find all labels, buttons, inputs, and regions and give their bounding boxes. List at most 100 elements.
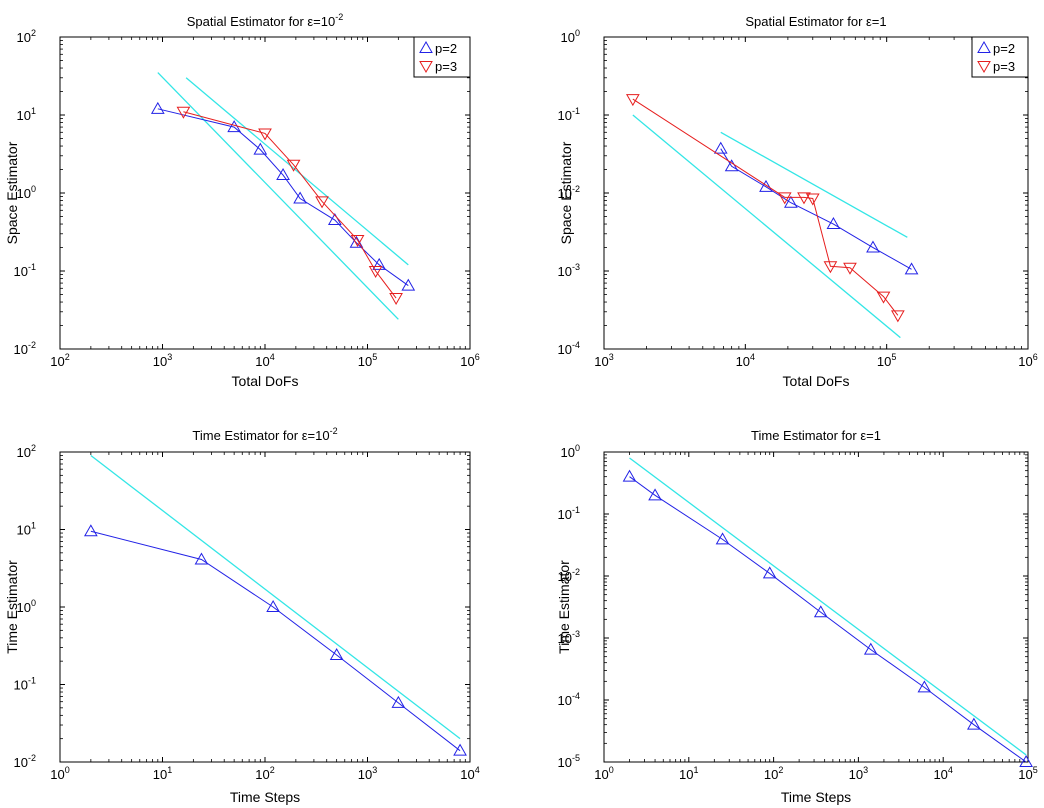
y-tick-label: 10-2 [14, 753, 36, 770]
data-point-marker [293, 191, 307, 204]
x-tick-label: 103 [358, 765, 377, 782]
legend-entry: p=2 [435, 41, 457, 56]
x-tick-label: 102 [255, 765, 274, 782]
x-tick-label: 104 [460, 765, 479, 782]
data-point-marker [401, 278, 416, 291]
panel-top-right: Spatial Estimator for ε=1 Total DoFs Spa… [558, 14, 887, 389]
y-tick-label: 10-4 [558, 340, 580, 357]
data-point-marker [863, 642, 878, 655]
x-tick-label: 106 [460, 352, 479, 369]
panel-bottom-right: Time Estimator for ε=1 Time Steps Time E… [556, 428, 881, 805]
y-tick-label: 101 [17, 106, 36, 123]
data-point-marker [1019, 754, 1033, 767]
title-bottom-right: Time Estimator for ε=1 [751, 428, 881, 443]
data-point-marker [266, 599, 280, 612]
x-tick-label: 104 [933, 765, 952, 782]
y-tick-label: 100 [17, 598, 36, 615]
y-tick-label: 10-5 [558, 753, 580, 770]
y-tick-label: 100 [17, 184, 36, 201]
data-point-marker [843, 262, 857, 275]
xlabel-top-right: Total DoFs [783, 373, 850, 389]
ylabel-top-left: Space Estimator [4, 141, 20, 244]
y-tick-label: 10-4 [558, 691, 580, 708]
data-point-marker [253, 142, 268, 155]
xlabel-bottom-left: Time Steps [230, 789, 300, 805]
y-tick-label: 100 [561, 28, 580, 45]
data-point-marker [762, 566, 777, 579]
plot-bottom-left: 100 101 102 103 104 10-2 10-1 100 101 102 [14, 443, 480, 782]
y-tick-label: 10-2 [558, 184, 580, 201]
y-tick-label: 10-1 [558, 106, 580, 123]
data-point-marker [759, 179, 773, 192]
x-tick-label: 106 [1018, 352, 1037, 369]
legend-marker [419, 61, 433, 74]
data-point-marker [784, 195, 798, 208]
data-point-marker [315, 196, 329, 209]
legend-box [971, 36, 1029, 78]
data-point-marker [876, 291, 891, 304]
legend-box [413, 36, 471, 78]
ylabel-bottom-right: Time Estimator [556, 560, 572, 654]
legend-entry: p=3 [993, 59, 1015, 74]
title-bottom-left: Time Estimator for ε=10-2 [192, 426, 337, 443]
data-point-marker [258, 128, 272, 141]
x-tick-label: 105 [877, 352, 896, 369]
data-point-marker [715, 532, 730, 545]
ylabel-bottom-left: Time Estimator [4, 560, 20, 654]
ylabel-top-right: Space Estimator [558, 141, 574, 244]
data-point-marker [648, 488, 662, 501]
data-point-marker [350, 234, 365, 247]
axes-box [59, 451, 471, 763]
data-point-marker [805, 193, 820, 206]
data-point-marker [904, 262, 919, 275]
y-tick-label: 10-1 [14, 676, 36, 693]
data-point-marker [176, 106, 191, 119]
x-tick-label: 103 [153, 352, 172, 369]
data-point-marker [622, 469, 637, 482]
y-tick-label: 10-2 [558, 567, 580, 584]
data-point-marker [150, 101, 165, 114]
reference-slope-line [185, 77, 409, 266]
data-point-marker [967, 717, 981, 730]
series-line-time [90, 530, 461, 752]
panel-top-left: Spatial Estimator for ε=10-2 Total DoFs … [4, 12, 343, 389]
y-tick-label: 10-1 [558, 505, 580, 522]
x-tick-label: 102 [50, 352, 69, 369]
legend-marker [977, 40, 991, 53]
reference-slope-line [632, 114, 901, 339]
x-tick-label: 105 [1018, 765, 1037, 782]
axes-box [59, 36, 471, 350]
data-point-marker [823, 261, 838, 274]
data-point-marker [327, 213, 342, 226]
series-line-p=2 [157, 108, 409, 286]
data-point-marker [286, 159, 301, 172]
data-point-marker [625, 94, 640, 107]
title-top-right: Spatial Estimator for ε=1 [745, 14, 886, 29]
data-point-marker [194, 552, 209, 565]
x-tick-label: 103 [594, 352, 613, 369]
y-tick-label: 102 [17, 28, 36, 45]
legend-entry: p=2 [993, 41, 1015, 56]
x-tick-label: 104 [736, 352, 755, 369]
data-point-marker [389, 293, 403, 306]
series-line-p=3 [183, 111, 397, 299]
legend: p=2p=3 [413, 36, 471, 78]
xlabel-top-left: Total DoFs [232, 373, 299, 389]
x-tick-label: 101 [153, 765, 172, 782]
x-tick-label: 105 [358, 352, 377, 369]
reference-slope-line [720, 131, 908, 238]
data-point-marker [917, 680, 932, 693]
legend-marker [977, 61, 991, 74]
axes-box [603, 451, 1029, 763]
y-tick-label: 101 [17, 521, 36, 538]
y-tick-label: 10-2 [14, 340, 36, 357]
xlabel-bottom-right: Time Steps [781, 789, 851, 805]
data-point-marker [276, 168, 290, 181]
data-point-marker [329, 648, 344, 661]
panel-bottom-left: Time Estimator for ε=10-2 Time Steps Tim… [4, 426, 338, 805]
y-tick-label: 10-1 [14, 262, 36, 279]
reference-slope-line [629, 457, 1027, 756]
x-tick-label: 101 [679, 765, 698, 782]
x-tick-label: 104 [255, 352, 274, 369]
